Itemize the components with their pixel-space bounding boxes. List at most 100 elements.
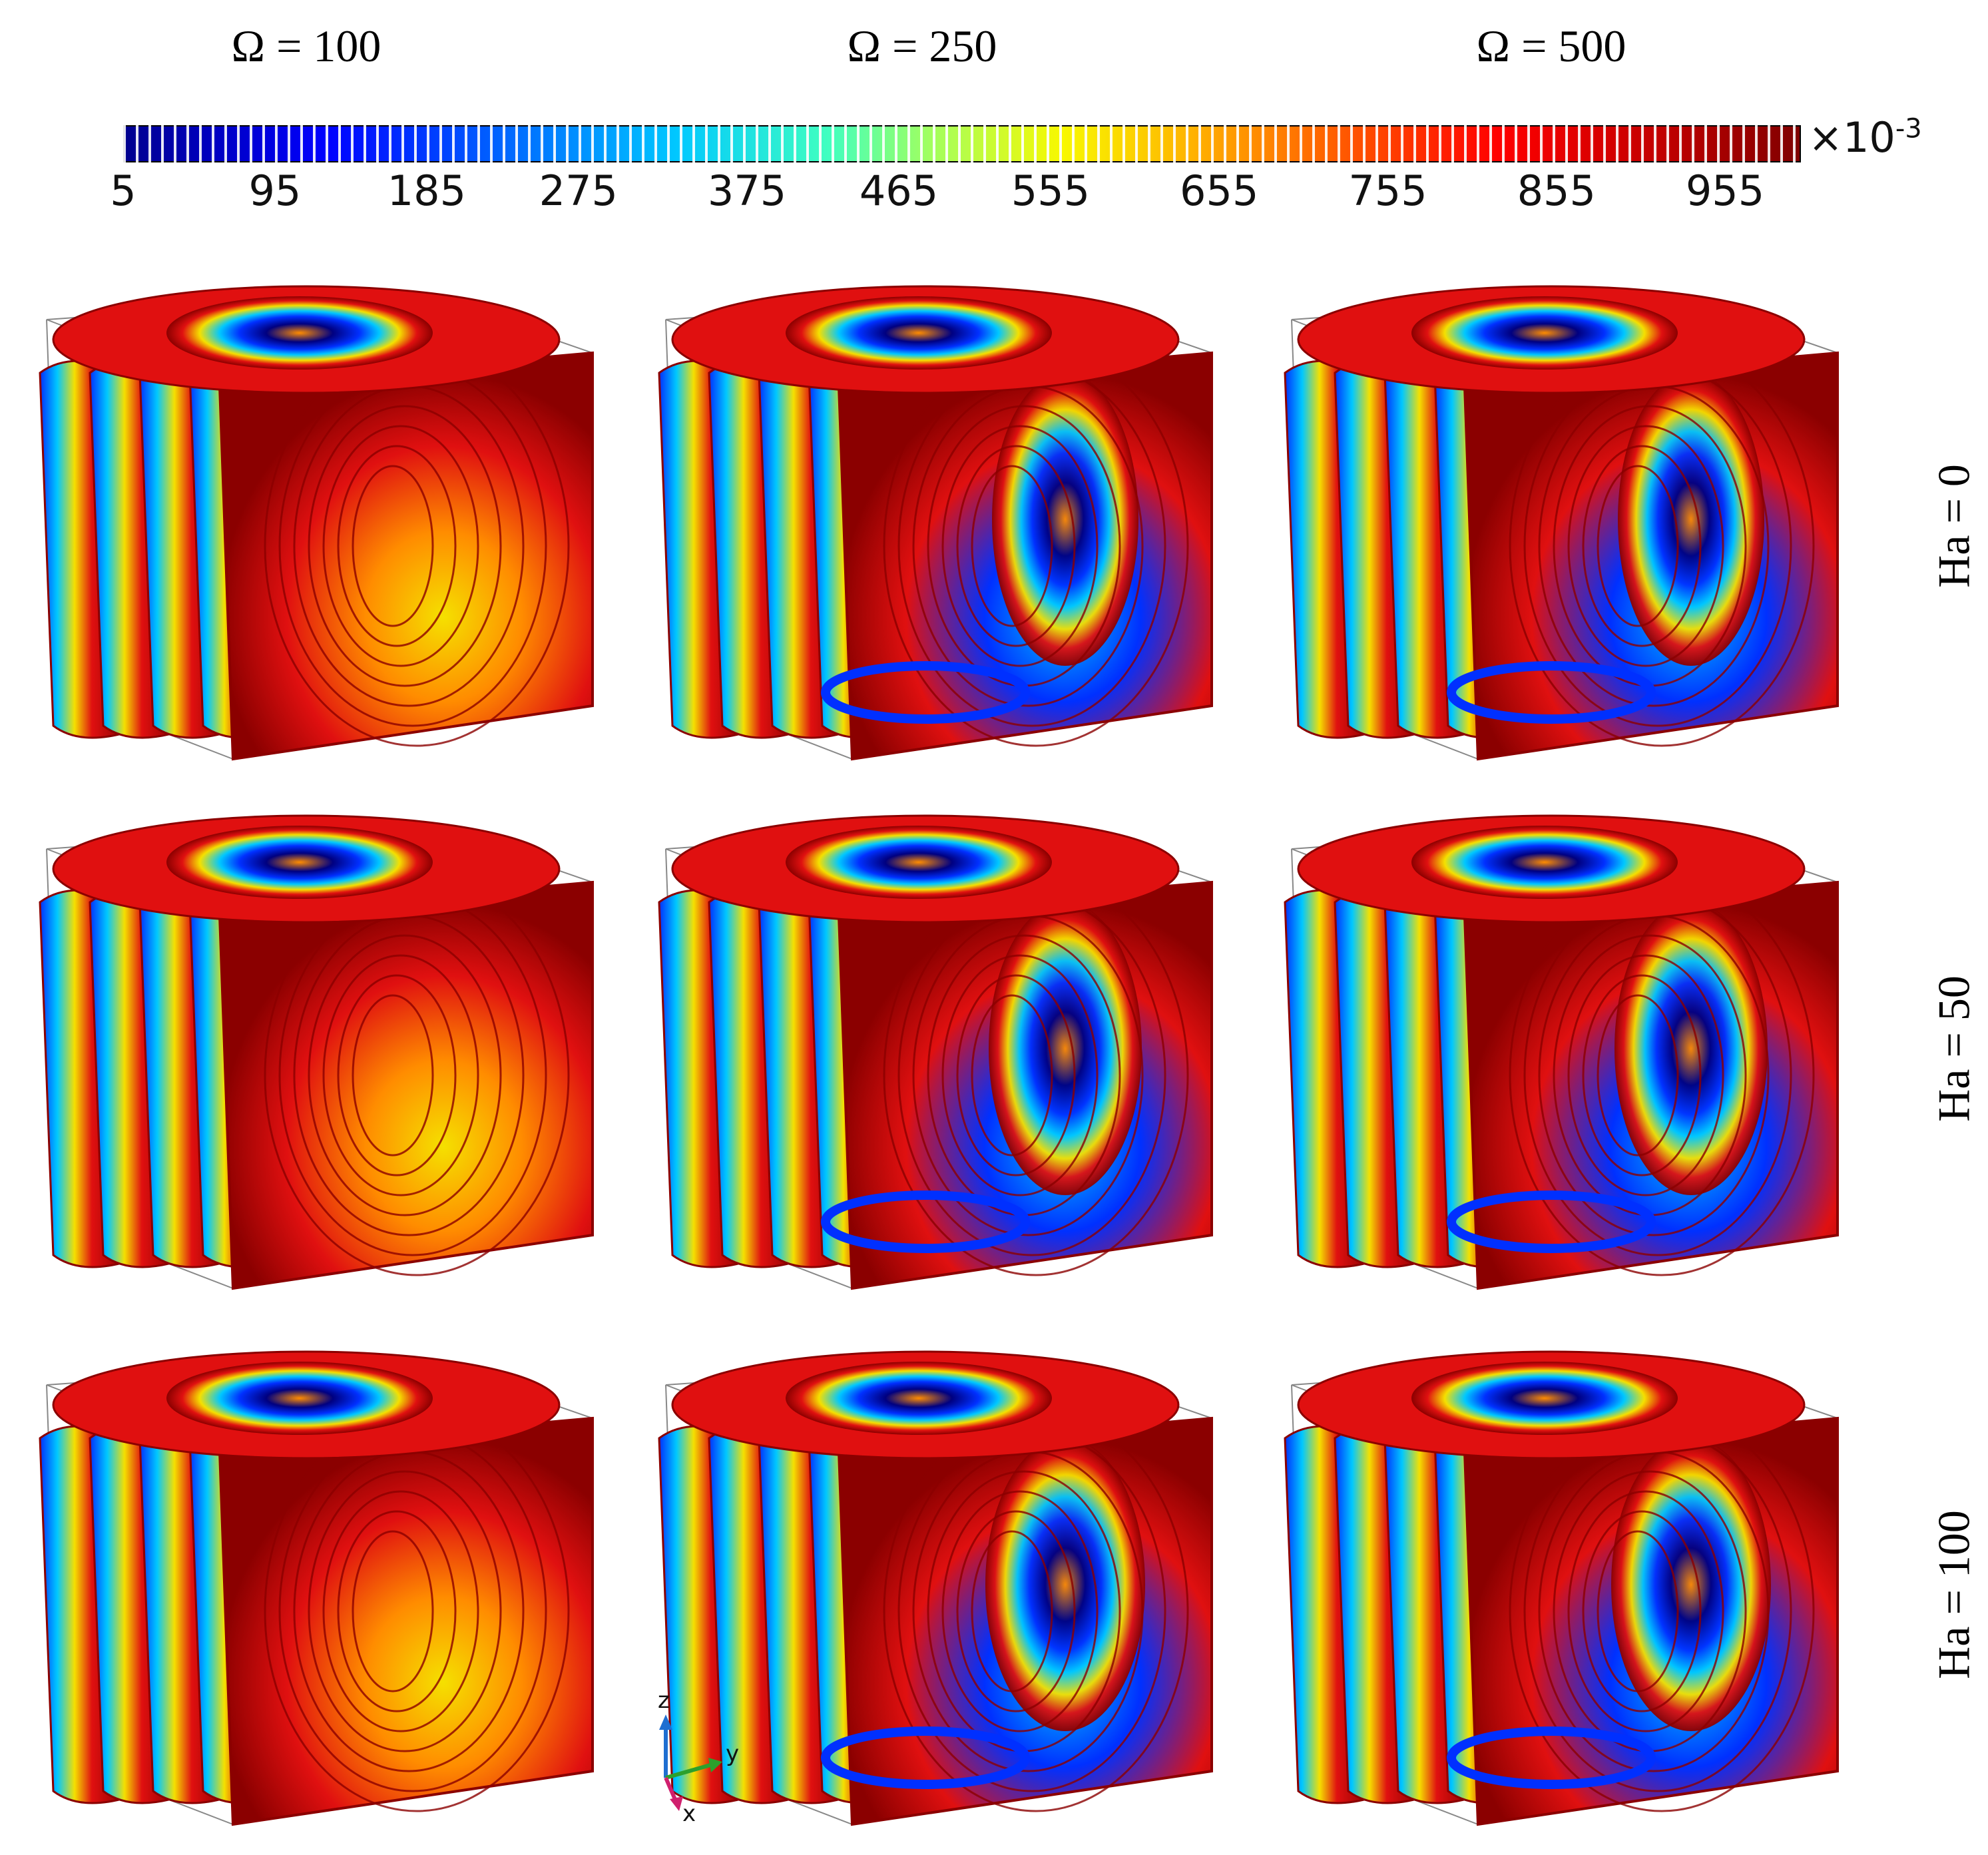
- contour-line: [322, 1490, 479, 1732]
- vortex-core: [985, 1438, 1145, 1731]
- contour-line: [971, 465, 1053, 627]
- front-face: [218, 351, 594, 761]
- colorbar-tick-label: 95: [248, 166, 302, 215]
- contour-line: [352, 465, 434, 627]
- contour-line: [956, 445, 1076, 647]
- top-vortex-ring: [166, 1362, 433, 1435]
- colorbar-tick-label: 855: [1517, 166, 1596, 215]
- colorbar-tick-label: 275: [539, 166, 618, 215]
- x-axis-label: x: [682, 1800, 696, 1824]
- contour-line: [308, 405, 502, 687]
- vortex-core: [989, 902, 1142, 1195]
- contour-line: [1567, 425, 1724, 667]
- bottom-vortex-ring: [1447, 1726, 1656, 1789]
- contour-panel-r3-c1: [20, 1332, 619, 1851]
- contour-line: [971, 1530, 1053, 1693]
- top-vortex-ring: [1411, 296, 1678, 370]
- contour-line: [1597, 465, 1679, 627]
- x-axis-arrow: [664, 1776, 678, 1802]
- contour-line: [971, 994, 1053, 1157]
- z-axis-label: z: [658, 1687, 670, 1714]
- contour-line: [337, 445, 457, 647]
- bottom-vortex-ring: [821, 1726, 1030, 1789]
- top-vortex-ring: [166, 296, 433, 370]
- colorbar-tick-label: 555: [1011, 166, 1091, 215]
- colorbar: [123, 125, 1801, 162]
- contour-line: [1597, 994, 1679, 1157]
- y-axis-label: y: [726, 1740, 739, 1767]
- row-label-ha-100: Ha = 100: [1928, 1510, 1979, 1679]
- contour-line: [941, 1490, 1099, 1732]
- vortex-core: [1615, 902, 1768, 1195]
- contour-line: [956, 1510, 1076, 1713]
- colorbar-tick-label: 5: [110, 166, 136, 215]
- panel-render: [39, 814, 594, 1290]
- contour-line: [1567, 1490, 1724, 1732]
- panel-render: [658, 1350, 1213, 1826]
- front-face: [218, 1416, 594, 1826]
- column-title-omega-100: Ω = 100: [231, 21, 381, 71]
- z-axis-arrowhead: [659, 1715, 672, 1730]
- top-vortex-ring: [166, 826, 433, 899]
- contour-line: [1567, 954, 1724, 1196]
- y-axis-arrowhead: [708, 1758, 722, 1772]
- contour-panel-r3-c2: [639, 1332, 1238, 1851]
- x-axis-arrowhead: [670, 1796, 683, 1811]
- panel-render: [1284, 285, 1839, 761]
- panel-render: [39, 285, 594, 761]
- contour-line: [956, 974, 1076, 1177]
- panel-render: [1284, 814, 1839, 1290]
- contour-line: [1582, 445, 1702, 647]
- contour-panel-r2-c2: [639, 796, 1238, 1315]
- contour-line: [941, 954, 1099, 1196]
- contour-line: [1582, 1510, 1702, 1713]
- contour-line: [337, 974, 457, 1177]
- colorbar-scale-label: ×10-3: [1808, 113, 1922, 162]
- vortex-core: [1611, 1438, 1771, 1731]
- contour-panel-r1-c1: [20, 266, 619, 786]
- bottom-vortex-ring: [821, 1191, 1030, 1253]
- y-axis-arrow: [665, 1762, 713, 1780]
- contour-line: [352, 994, 434, 1157]
- vortex-core: [1618, 373, 1764, 666]
- contour-panel-r1-c2: [639, 266, 1238, 786]
- colorbar-contour-levels: [123, 125, 1801, 162]
- bottom-vortex-ring: [821, 661, 1030, 724]
- colorbar-tick-label: 465: [859, 166, 939, 215]
- contour-panel-r2-c3: [1265, 796, 1864, 1315]
- column-title-omega-500: Ω = 500: [1476, 21, 1626, 71]
- panel-render: [658, 814, 1213, 1290]
- row-label-ha-50: Ha = 50: [1928, 975, 1979, 1122]
- contour-line: [941, 425, 1099, 667]
- contour-line: [308, 934, 502, 1216]
- panel-render: [39, 1350, 594, 1826]
- contour-panel-r2-c1: [20, 796, 619, 1315]
- contour-line: [337, 1510, 457, 1713]
- contour-line: [352, 1530, 434, 1693]
- bottom-vortex-ring: [1447, 661, 1656, 724]
- panel-render: [658, 285, 1213, 761]
- contour-panel-r1-c3: [1265, 266, 1864, 786]
- axis-triad: z y x: [658, 1687, 739, 1824]
- bottom-vortex-ring: [1447, 1191, 1656, 1253]
- contour-line: [322, 425, 479, 667]
- contour-panel-r3-c3: [1265, 1332, 1864, 1851]
- top-vortex-ring: [786, 296, 1052, 370]
- contour-line: [308, 1470, 502, 1752]
- front-face: [218, 880, 594, 1290]
- panel-render: [1284, 1350, 1839, 1826]
- colorbar-tick-label: 375: [707, 166, 787, 215]
- vortex-core: [992, 373, 1138, 666]
- colorbar-tick-label: 655: [1180, 166, 1259, 215]
- top-vortex-ring: [786, 826, 1052, 899]
- top-vortex-ring: [786, 1362, 1052, 1435]
- top-vortex-ring: [1411, 1362, 1678, 1435]
- contour-line: [1597, 1530, 1679, 1693]
- colorbar-tick-label: 955: [1685, 166, 1765, 215]
- contour-line: [322, 954, 479, 1196]
- colorbar-tick-label: 185: [387, 166, 467, 215]
- row-label-ha-0: Ha = 0: [1928, 464, 1979, 588]
- column-title-omega-250: Ω = 250: [847, 21, 997, 71]
- colorbar-tick-label: 755: [1348, 166, 1427, 215]
